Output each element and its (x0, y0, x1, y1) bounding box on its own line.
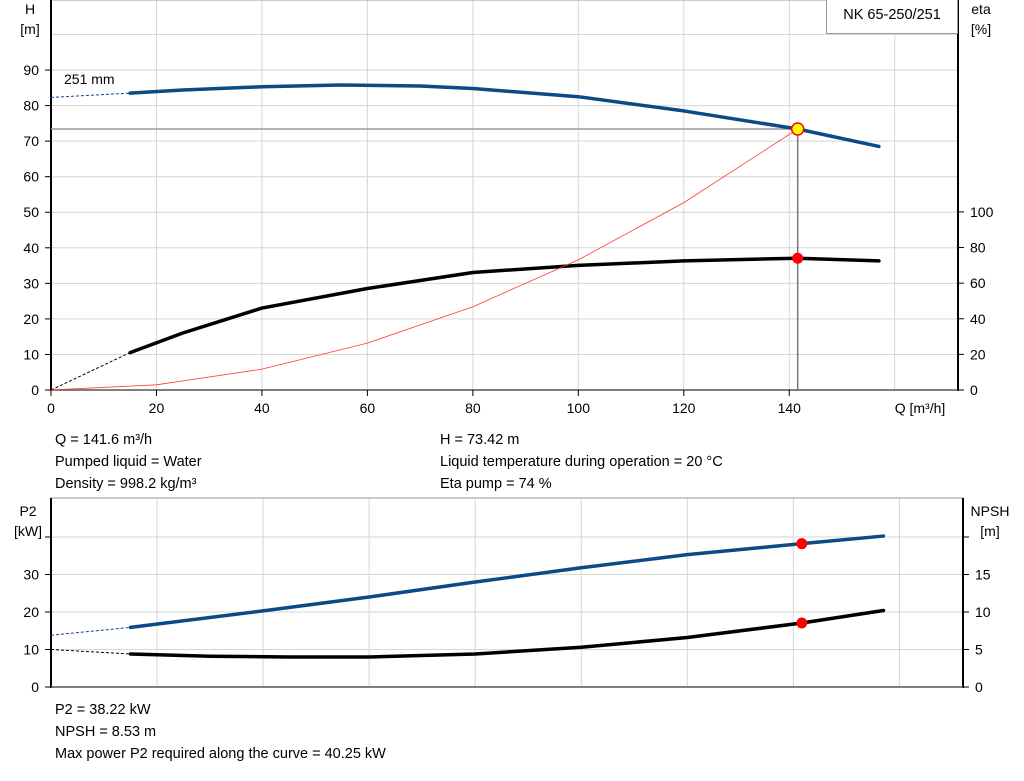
pump-title: NK 65-250/251 (826, 0, 958, 34)
curve-series-0 (128, 83, 881, 149)
x-tick-label: 40 (254, 400, 270, 416)
y-tick-label: 60 (23, 169, 39, 185)
duty-point-marker (796, 617, 808, 629)
plot-frame (50, 497, 964, 688)
y2-axis-label: [m] (980, 523, 999, 539)
y-tick-label: 90 (23, 62, 39, 78)
x-tick-label: 140 (778, 400, 802, 416)
y2-tick-label: 10 (975, 604, 991, 620)
head-duty-point-marker (790, 122, 805, 136)
y2-tick-label: 20 (970, 346, 986, 362)
npsh-readout: NPSH = 8.53 m (55, 724, 157, 740)
max-power-readout: Max power P2 required along the curve = … (55, 746, 386, 762)
y-tick-label: 70 (23, 133, 39, 149)
eta-readout: Eta pump = 74 % (440, 476, 552, 492)
info-top-left: Q = 141.6 m³/h Pumped liquid = Water Den… (55, 429, 202, 495)
x-axis-label: Q [m³/h] (895, 400, 946, 416)
extrapolated-series-0 (50, 626, 131, 636)
x-tick-label: 100 (567, 400, 591, 416)
y2-tick-label: 0 (975, 679, 983, 695)
x-tick-label: 60 (360, 400, 376, 416)
head-readout: H = 73.42 m (440, 432, 520, 448)
y2-tick-label: 80 (970, 240, 986, 256)
curve-series-0 (128, 534, 886, 630)
info-bottom: P2 = 38.22 kW NPSH = 8.53 m Max power P2… (55, 699, 386, 765)
extrapolated-series-1 (50, 352, 131, 391)
y-axis-label: [m] (20, 21, 39, 37)
y-tick-label: 30 (23, 567, 39, 583)
y-tick-label: 20 (23, 604, 39, 620)
y2-axis-label: eta (971, 1, 991, 17)
x-tick-label: 20 (149, 400, 165, 416)
x-tick-label: 80 (465, 400, 481, 416)
y2-axis-label: [%] (971, 21, 991, 37)
flow-readout: Q = 141.6 m³/h (55, 432, 153, 448)
x-tick-label: 0 (47, 400, 55, 416)
y-tick-label: 10 (23, 642, 39, 658)
duty-point-marker (796, 538, 808, 550)
y-axis-label: [kW] (14, 523, 42, 539)
y-axis-label: P2 (19, 503, 36, 519)
y-tick-label: 0 (31, 679, 39, 695)
y2-tick-label: 5 (975, 642, 983, 658)
impeller-diameter-label: 251 mm (64, 71, 115, 87)
extrapolated-series-0 (50, 92, 131, 98)
x-tick-label: 120 (672, 400, 696, 416)
y-tick-label: 0 (31, 382, 39, 398)
y-tick-label: 40 (23, 240, 39, 256)
y2-axis-label: NPSH (971, 503, 1010, 519)
y2-tick-label: 60 (970, 275, 986, 291)
y-tick-label: 20 (23, 311, 39, 327)
curve-series-1 (128, 256, 881, 355)
y2-tick-label: 100 (970, 204, 994, 220)
y-tick-label: 80 (23, 98, 39, 114)
curve-series-1 (128, 608, 886, 659)
extrapolated-series-1 (50, 649, 131, 655)
p2-readout: P2 = 38.22 kW (55, 702, 151, 718)
density-readout: Density = 998.2 kg/m³ (55, 476, 197, 492)
y2-tick-label: 0 (970, 382, 978, 398)
liquid-readout: Pumped liquid = Water (55, 454, 202, 470)
info-top-right: H = 73.42 m Liquid temperature during op… (440, 429, 723, 495)
curve-series-2 (50, 128, 799, 391)
y2-tick-label: 40 (970, 311, 986, 327)
y2-tick-label: 15 (975, 567, 991, 583)
y-tick-label: 50 (23, 204, 39, 220)
temperature-readout: Liquid temperature during operation = 20… (440, 454, 723, 470)
eta-duty-point-marker (792, 252, 804, 264)
y-axis-label: H (25, 1, 35, 17)
y-tick-label: 30 (23, 275, 39, 291)
y-tick-label: 10 (23, 346, 39, 362)
